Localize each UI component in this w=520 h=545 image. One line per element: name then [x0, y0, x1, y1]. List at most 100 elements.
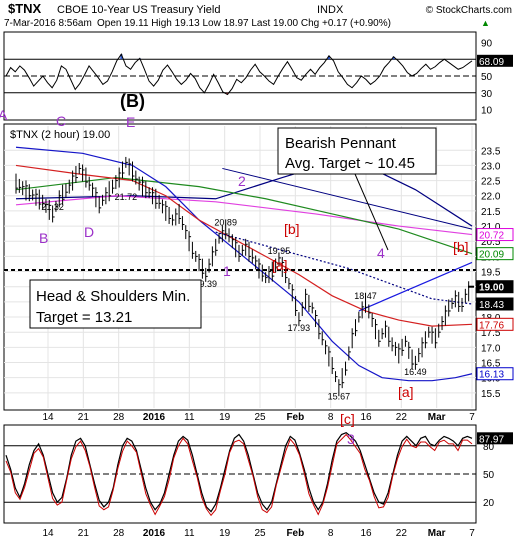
stoch-tick-label: 20: [483, 498, 495, 509]
right-value-label: 20.09: [479, 250, 504, 261]
rsi-panel: 907050301068.09: [4, 38, 513, 117]
right-value-label: 18.43: [479, 300, 504, 311]
wave-b-bracket-label: [b]: [284, 221, 300, 237]
x-tick-label-stoch: 7: [469, 528, 475, 539]
symbol-label: $TNX: [8, 1, 42, 16]
instrument-name: CBOE 10-Year US Treasury Yield: [57, 4, 220, 16]
right-value-badge: [476, 317, 514, 331]
x-tick-label-stoch: 21: [78, 528, 90, 539]
x-tick-label-stoch: 2016: [143, 528, 166, 539]
wave-A-edge-label: A: [0, 107, 8, 123]
right-value-badge: [476, 280, 514, 294]
price-tick-label: 17.5: [481, 328, 501, 339]
x-tick-label-stoch: 14: [42, 528, 54, 539]
right-value-badge: [476, 228, 514, 242]
stoch-signal-line: [5, 433, 473, 517]
swing-point-label: 21.72: [115, 192, 138, 202]
swing-point-label: 20.89: [214, 217, 237, 227]
x-axis-labels: 14 14 21 21 28 28 2016 2016 11 11 19 19 25 25 Feb Feb 8 8…: [42, 412, 475, 539]
x-tick-label-price: 25: [254, 412, 266, 423]
price-tick-label: 15.5: [481, 389, 501, 400]
x-tick-label-stoch: 28: [113, 528, 125, 539]
wave-2-label: 2: [238, 173, 246, 189]
x-tick-label-price: Feb: [286, 412, 304, 423]
bearish-pennant-box: [277, 127, 437, 175]
right-value-label: 20.72: [479, 231, 504, 242]
pennant-lower-trendline: [358, 261, 473, 312]
wave-C-label: C: [56, 113, 66, 129]
x-tick-label-price: 16: [360, 412, 372, 423]
head-shoulders-box: [29, 279, 202, 329]
x-tick-label-price: 21: [78, 412, 90, 423]
x-tick-label-price: 28: [113, 412, 125, 423]
x-tick-label-price: 8: [328, 412, 334, 423]
stoch-tick-label: 80: [483, 442, 495, 453]
swing-point-label: 16.49: [404, 367, 427, 377]
right-value-badge: [476, 247, 514, 261]
bearish-pennant-title: Bearish Pennant: [285, 135, 397, 152]
rsi-last-value: 68.09: [479, 57, 504, 68]
x-tick-label-stoch: Feb: [286, 528, 304, 539]
right-value-badge: [476, 367, 514, 381]
wave-1-label: 1: [223, 263, 231, 279]
price-tick-label: 23.0: [481, 161, 501, 172]
datetime-label: 7-Mar-2016 8:56am: [4, 18, 92, 29]
wave-4-label: 4: [377, 245, 385, 261]
quote-line: Open 19.11 High 19.13 Low 18.97 Last 19.…: [97, 18, 391, 29]
x-tick-label-price: 11: [184, 412, 195, 423]
x-tick-label-stoch: 16: [360, 528, 372, 539]
wave-B-label: B: [39, 230, 48, 246]
head-shoulders-target: Target = 13.21: [36, 309, 132, 326]
rsi-last-value-badge: [477, 54, 513, 67]
price-tick-label: 16.5: [481, 359, 501, 370]
x-tick-label-stoch: 25: [254, 528, 266, 539]
rsi-tick-label: 10: [481, 106, 493, 117]
quote-up-arrow-icon: ▲: [481, 18, 490, 28]
wave-3-label: 3: [347, 431, 355, 447]
x-tick-label-stoch: 19: [219, 528, 231, 539]
swing-point-label: 19.39: [194, 279, 217, 289]
stochastic-panel: 80 50 20 87.97: [4, 431, 513, 517]
bearish-pennant-target: Avg. Target ~ 10.45: [285, 155, 415, 172]
x-tick-label-price: 14: [42, 412, 54, 423]
price-panel-title: $TNX (2 hour) 19.00: [10, 129, 110, 141]
brand-label: © StockCharts.com: [426, 5, 512, 16]
wave-c-bracket-label: [c]: [340, 411, 355, 427]
x-tick-label-stoch: 11: [184, 528, 195, 539]
price-tick-label: 22.0: [481, 192, 501, 203]
pennant-pointer: [354, 173, 389, 251]
stoch-tick-label: 50: [483, 470, 495, 481]
wave-a-bracket-label: [a]: [272, 257, 288, 273]
wave-E-label: E: [126, 114, 135, 130]
wave-B-major-label: (B): [120, 91, 145, 111]
x-tick-label-price: Mar: [428, 412, 446, 423]
swing-point-label: 18.47: [354, 291, 377, 301]
price-tick-label: 21.0: [481, 222, 501, 233]
price-tick-label: 23.5: [481, 146, 501, 157]
price-panel: 15.516.016.517.017.518.018.519.019.520.0…: [4, 126, 514, 408]
wave-a-bracket-2-label: [a]: [398, 384, 414, 400]
ma-blue-line: [15, 146, 473, 382]
x-tick-label-stoch: Mar: [428, 528, 446, 539]
wave-b-bracket-2-label: [b]: [453, 239, 469, 255]
right-value-label: 19.00: [479, 283, 504, 294]
swing-point-label: 19.95: [268, 246, 291, 256]
x-tick-label-price: 2016: [143, 412, 166, 423]
x-tick-label-price: 22: [396, 412, 408, 423]
right-value-badge: [476, 297, 514, 311]
price-tick-label: 19.5: [481, 268, 501, 279]
wave-D-label: D: [84, 224, 94, 240]
stoch-last-value: 87.97: [479, 434, 504, 445]
stoch-line: [5, 431, 473, 513]
x-tick-label-stoch: 8: [328, 528, 334, 539]
price-tick-label: 21.5: [481, 207, 501, 218]
rsi-tick-label: 30: [481, 89, 493, 100]
x-tick-label-price: 19: [219, 412, 231, 423]
pennant-upper-trendline: [222, 167, 473, 230]
swing-point-label: 21.32: [41, 202, 64, 212]
stoch-last-value-badge: [477, 432, 513, 445]
price-tick-label: 20.5: [481, 237, 501, 248]
head-shoulders-title: Head & Shoulders Min.: [36, 288, 190, 305]
